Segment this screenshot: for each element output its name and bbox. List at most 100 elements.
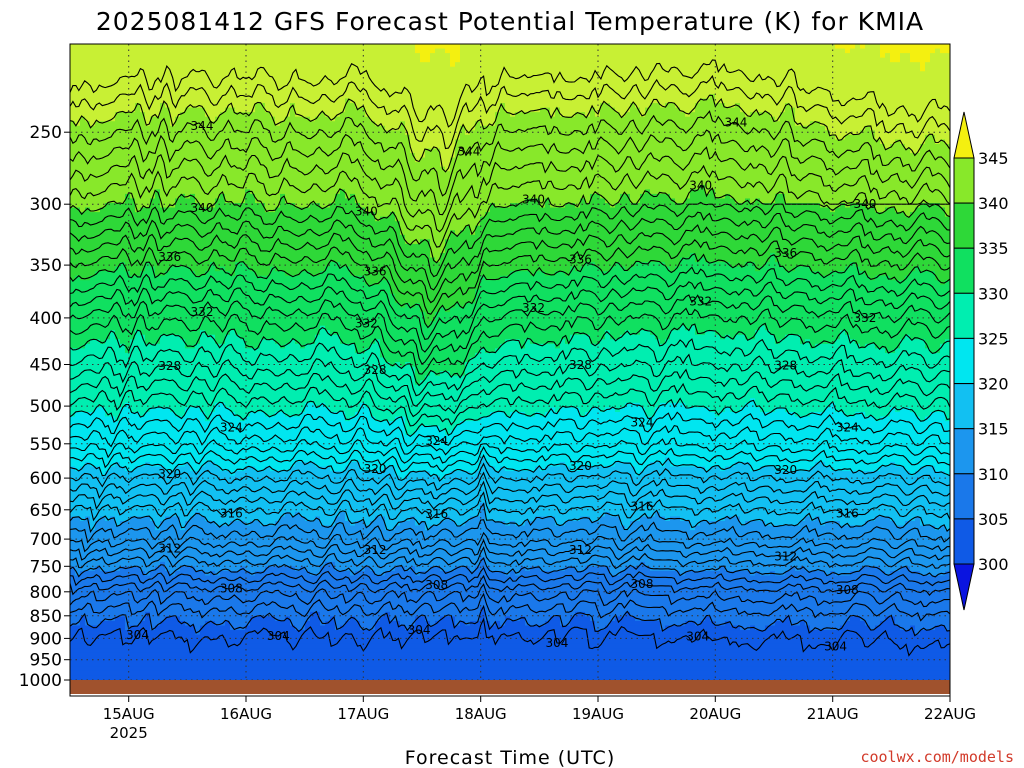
theta-cell [75, 666, 81, 671]
theta-cell [80, 253, 86, 258]
theta-cell [125, 662, 131, 667]
theta-cell [235, 357, 241, 362]
theta-cell [105, 644, 111, 649]
theta-cell [195, 94, 201, 99]
theta-cell [210, 612, 216, 617]
theta-cell [190, 185, 196, 190]
theta-cell [230, 639, 236, 644]
theta-cell [180, 244, 186, 249]
theta-cell [105, 126, 111, 131]
theta-cell [100, 298, 106, 303]
theta-cell [70, 630, 76, 635]
theta-cell [190, 76, 196, 81]
theta-cell [100, 285, 106, 290]
theta-cell [115, 480, 121, 485]
theta-cell [110, 512, 116, 517]
theta-cell [215, 348, 221, 353]
theta-cell [75, 371, 81, 376]
theta-cell [130, 253, 136, 258]
theta-cell [240, 603, 246, 608]
theta-cell [75, 367, 81, 372]
theta-cell [75, 576, 81, 581]
theta-cell [75, 512, 81, 517]
theta-cell [85, 321, 91, 326]
theta-cell [170, 180, 176, 185]
theta-cell [210, 144, 216, 149]
theta-cell [75, 307, 81, 312]
theta-cell [70, 385, 76, 390]
theta-cell [225, 625, 231, 630]
theta-cell [80, 103, 86, 108]
theta-cell [205, 344, 211, 349]
theta-cell [95, 53, 101, 58]
theta-cell [230, 635, 236, 640]
theta-cell [215, 539, 221, 544]
theta-cell [160, 212, 166, 217]
theta-cell [130, 380, 136, 385]
theta-cell [120, 158, 126, 163]
theta-cell [135, 353, 141, 358]
theta-cell [230, 248, 236, 253]
theta-cell [210, 512, 216, 517]
theta-cell [155, 185, 161, 190]
theta-cell [120, 662, 126, 667]
theta-cell [120, 258, 126, 263]
theta-cell [215, 171, 221, 176]
theta-cell [75, 321, 81, 326]
theta-cell [170, 344, 176, 349]
theta-cell [175, 139, 181, 144]
theta-cell [135, 130, 141, 135]
theta-cell [220, 85, 226, 90]
theta-cell [200, 180, 206, 185]
theta-cell [180, 167, 186, 172]
theta-cell [80, 280, 86, 285]
theta-cell [145, 548, 151, 553]
theta-cell [230, 357, 236, 362]
theta-cell [235, 671, 241, 676]
theta-cell [70, 644, 76, 649]
theta-cell [125, 671, 131, 676]
theta-cell [205, 639, 211, 644]
theta-cell [180, 171, 186, 176]
theta-cell [235, 189, 241, 194]
theta-cell [240, 158, 246, 163]
theta-cell [135, 376, 141, 381]
theta-cell [70, 512, 76, 517]
theta-cell [155, 639, 161, 644]
theta-cell [100, 58, 106, 63]
theta-cell [145, 666, 151, 671]
theta-cell [150, 526, 156, 531]
theta-cell [165, 662, 171, 667]
theta-cell [200, 267, 206, 272]
theta-cell [75, 335, 81, 340]
theta-cell [160, 394, 166, 399]
theta-cell [90, 376, 96, 381]
theta-cell [240, 53, 246, 58]
theta-cell [170, 403, 176, 408]
theta-cell [240, 571, 246, 576]
theta-cell [195, 553, 201, 558]
theta-cell [175, 339, 181, 344]
theta-cell [145, 653, 151, 658]
theta-cell [110, 103, 116, 108]
theta-cell [195, 99, 201, 104]
theta-cell [225, 130, 231, 135]
theta-cell [125, 139, 131, 144]
theta-cell [75, 180, 81, 185]
theta-fill-layer [70, 44, 951, 681]
theta-cell [150, 485, 156, 490]
theta-cell [75, 80, 81, 85]
theta-cell [235, 44, 241, 49]
theta-cell [145, 621, 151, 626]
theta-cell [200, 662, 206, 667]
theta-cell [110, 339, 116, 344]
theta-cell [90, 185, 96, 190]
theta-cell [235, 135, 241, 140]
theta-cell [85, 185, 91, 190]
theta-cell [165, 239, 171, 244]
theta-cell [100, 644, 106, 649]
theta-cell [125, 553, 131, 558]
theta-cell [70, 335, 76, 340]
theta-cell [200, 671, 206, 676]
theta-cell [100, 212, 106, 217]
